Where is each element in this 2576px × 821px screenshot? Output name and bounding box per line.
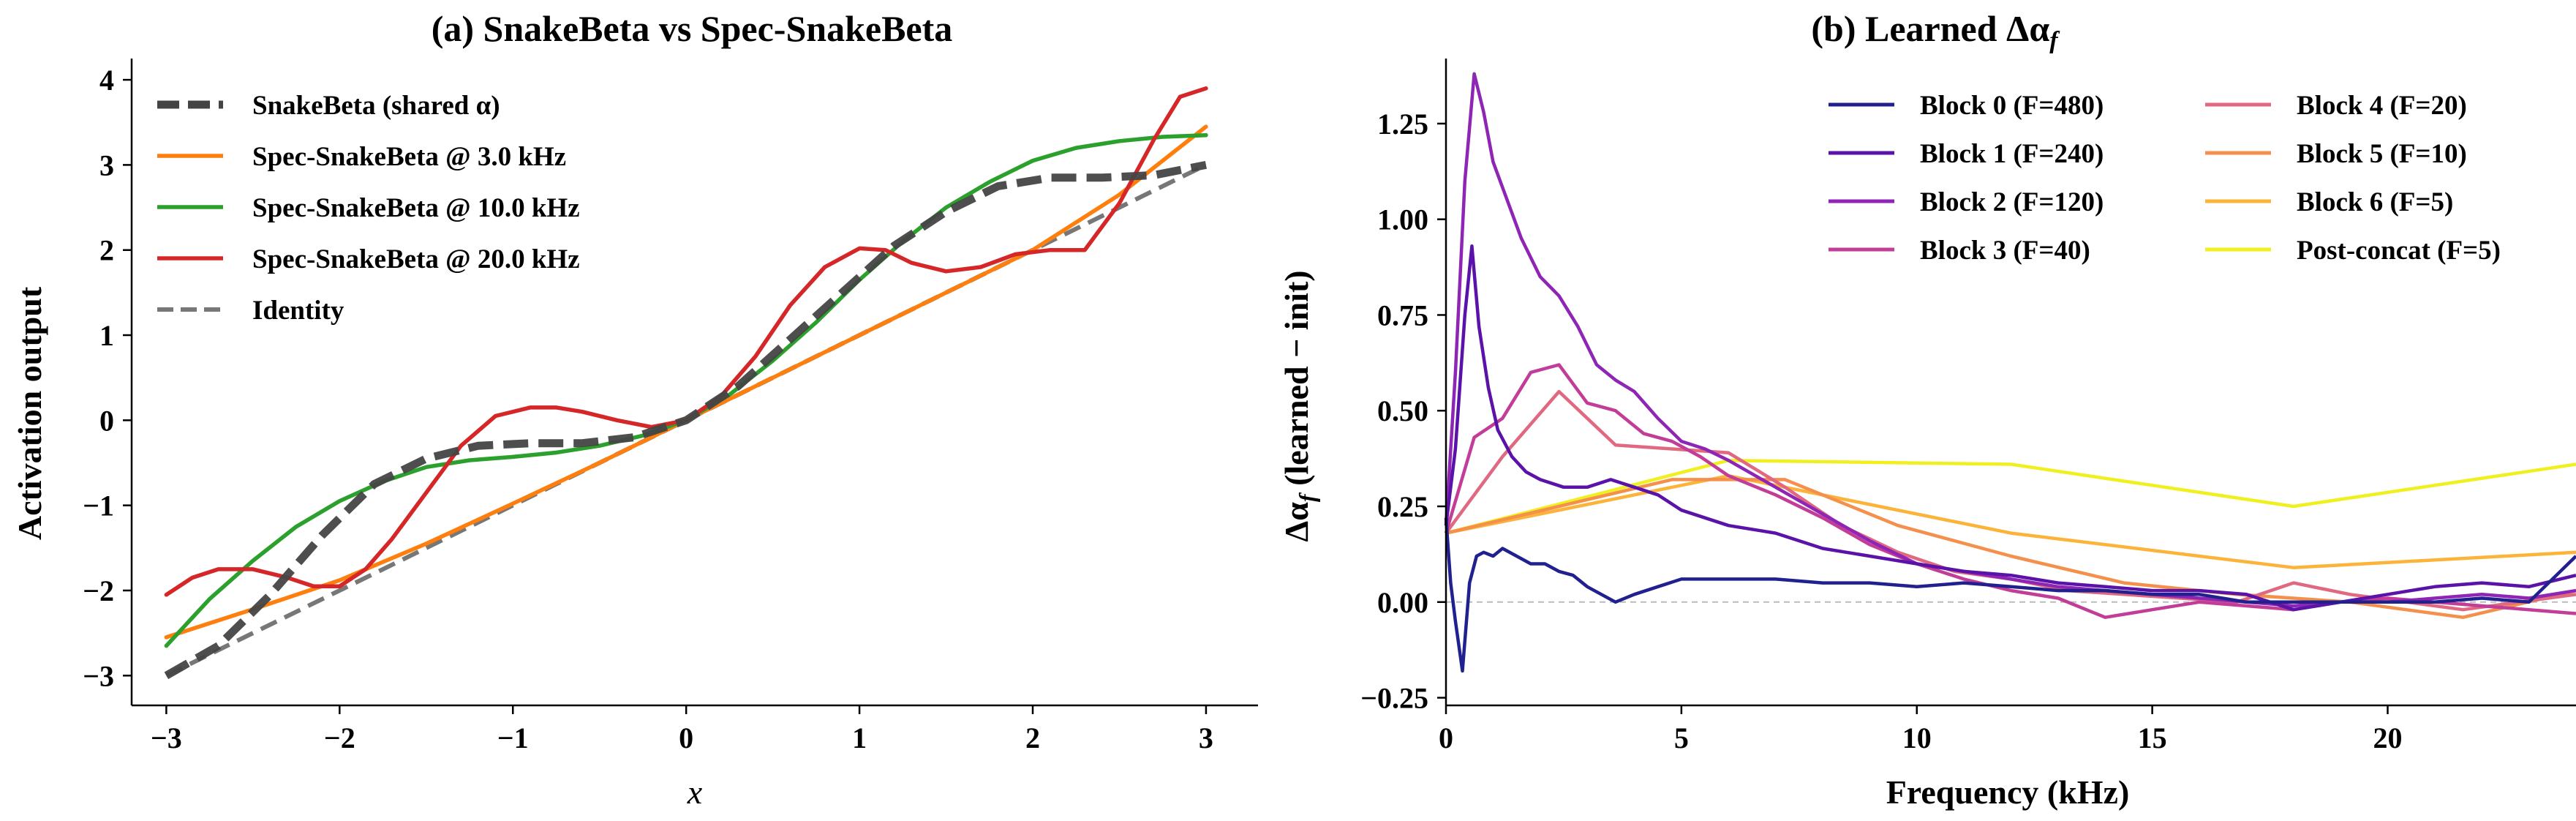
panel-a-y-axis-label: Activation output (11, 286, 48, 540)
panel-b-x-axis-label: Frequency (kHz) (1886, 773, 2130, 811)
panel-a-legend-label: SnakeBeta (shared α) (252, 91, 500, 121)
panel-a-series-line-0 (164, 161, 1207, 680)
panel-b-y-tick-label: 0.00 (1377, 586, 1428, 619)
panel-a-y-tick-label: −2 (83, 574, 114, 607)
panel-a-legend-label: Identity (252, 296, 344, 326)
panel-b-legend-label: Block 1 (F=240) (1920, 139, 2104, 169)
panel-b-x-tick-label: 5 (1674, 721, 1689, 754)
panel-a-title: (a) SnakeBeta vs Spec-SnakeBeta (432, 8, 953, 49)
panel-b-y-tick-label: 1.00 (1377, 203, 1428, 236)
panel-b-legend-label: Post-concat (F=5) (2297, 236, 2501, 266)
panel-b-y-axis-label-main: Δα (1278, 502, 1315, 542)
panel-a-x-tick-label: −1 (497, 721, 529, 754)
panel-b-y-axis-label-suffix: (learned − init) (1278, 270, 1315, 494)
panel-b-legend-label: Block 3 (F=40) (1920, 236, 2090, 266)
panel-a-series-line-3 (164, 86, 1208, 597)
panel-a-legend-label: Spec-SnakeBeta @ 3.0 kHz (252, 142, 566, 172)
panel-b-legend-label: Block 4 (F=20) (2297, 91, 2467, 121)
panel-b-learned-delta-alpha-chart: (b) Learned Δαf Δαf (learned − init) Fre… (1278, 8, 2576, 811)
panel-b-y-tick-label: 0.50 (1377, 394, 1428, 427)
panel-b-x-tick-label: 20 (2373, 721, 2403, 754)
panel-b-legend: Block 0 (F=480) Block 1 (F=240) Block 2 (F… (1829, 91, 2501, 266)
panel-a-legend: SnakeBeta (shared α) Spec-SnakeBeta @ 3.0… (157, 91, 580, 326)
panel-a-y-tick-label: 2 (99, 234, 114, 267)
panel-b-series-line-0 (1444, 517, 2576, 673)
panel-b-legend-label: Block 2 (F=120) (1920, 187, 2104, 217)
panel-b-x-tick-label: 15 (2138, 721, 2167, 754)
panel-a-y-tick-label: −3 (83, 659, 114, 692)
panel-b-legend-label: Block 5 (F=10) (2297, 139, 2467, 169)
panel-b-y-tick-label: −0.25 (1360, 682, 1428, 715)
panel-a-y-tick-label: 1 (99, 319, 114, 352)
panel-a-legend-label: Spec-SnakeBeta @ 20.0 kHz (252, 244, 580, 274)
panel-b-x-tick-label: 10 (1902, 721, 1932, 754)
panel-b-series-line-1 (1444, 244, 2576, 612)
panel-b-title-main: (b) Learned Δα (1811, 8, 2049, 49)
panel-b-x-tick-label: 0 (1439, 721, 1453, 754)
panel-a-y-tick-label: 0 (99, 404, 114, 437)
panel-a-x-axis-label: x (687, 773, 703, 811)
panel-b-y-axis-label-subscript: f (1294, 492, 1320, 502)
panel-a-y-tick-label: 4 (99, 64, 114, 97)
panel-a-x-tick-label: 3 (1199, 721, 1213, 754)
panel-a-legend-label: Spec-SnakeBeta @ 10.0 kHz (252, 193, 580, 223)
panel-a-x-tick-label: 2 (1025, 721, 1040, 754)
panel-a-y-tick-label: −1 (83, 490, 114, 522)
panel-a-x-tick-label: 0 (679, 721, 693, 754)
panel-b-y-tick-label: 0.75 (1377, 299, 1428, 331)
panel-b-series-line-2 (1444, 72, 2576, 608)
panel-a-snakebeta-chart: (a) SnakeBeta vs Spec-SnakeBeta Activati… (11, 8, 1258, 811)
panel-a-x-tick-label: −3 (151, 721, 182, 754)
panel-b-y-tick-label: 1.25 (1377, 108, 1428, 140)
panel-b-y-tick-label: 0.25 (1377, 490, 1428, 523)
panel-b-title: (b) Learned Δαf (1811, 8, 2060, 54)
panel-a-x-tick-label: 1 (852, 721, 867, 754)
panel-b-legend-label: Block 6 (F=5) (2297, 187, 2453, 217)
panel-b-title-subscript: f (2049, 27, 2060, 54)
panel-b-series-line-7 (1445, 458, 2576, 535)
panel-b-series-line-6 (1445, 473, 2576, 569)
panel-a-x-tick-label: −2 (324, 721, 355, 754)
panel-a-y-tick-label: 3 (99, 149, 114, 181)
panel-b-y-axis-label: Δαf (learned − init) (1278, 270, 1320, 541)
panel-b-legend-label: Block 0 (F=480) (1920, 91, 2104, 121)
panel-b-series-line-4 (1445, 389, 2576, 612)
